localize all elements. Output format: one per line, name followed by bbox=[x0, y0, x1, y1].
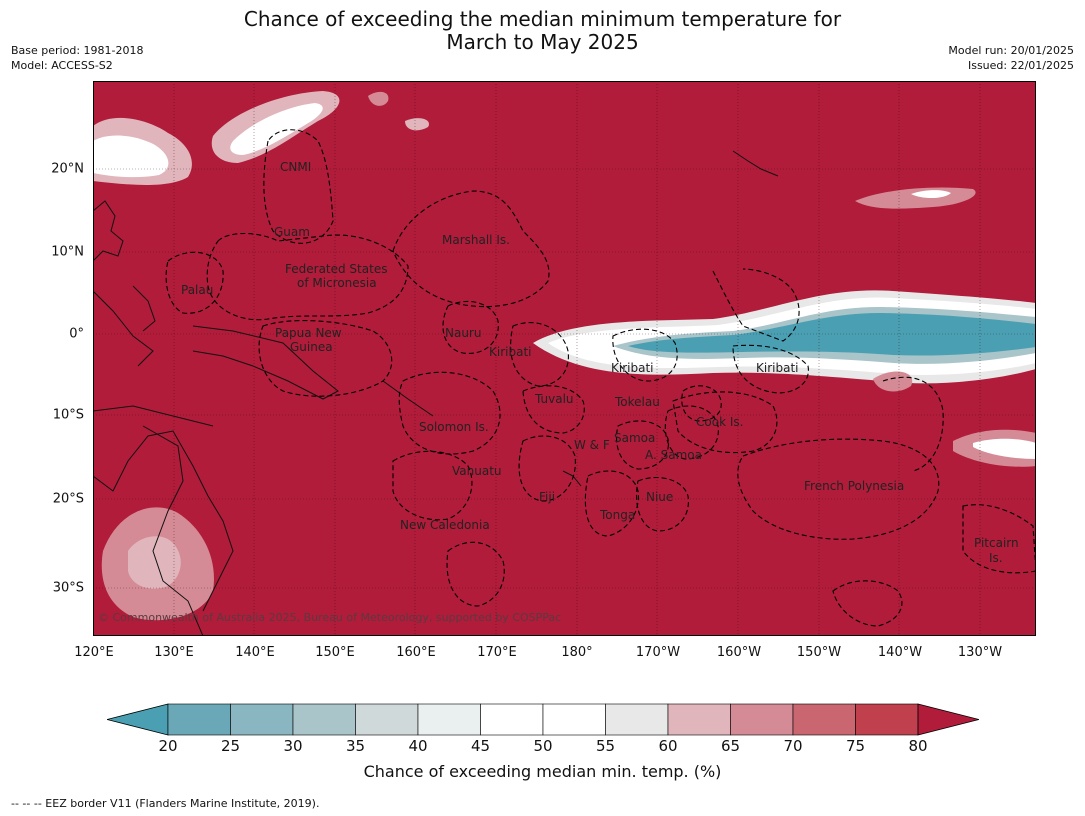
label-asamoa: A. Samoa bbox=[645, 448, 702, 462]
colorbar-tick: 65 bbox=[720, 737, 741, 755]
colorbar-tick: 35 bbox=[345, 737, 366, 755]
meta-right: Model run: 20/01/2025 Issued: 22/01/2025 bbox=[948, 43, 1074, 73]
colorbar-tick: 20 bbox=[158, 737, 178, 755]
label-cnmi: CNMI bbox=[280, 160, 311, 174]
x-tick: 170°E bbox=[477, 645, 517, 660]
y-tick: 20°S bbox=[52, 491, 84, 507]
colorbar-extend-high bbox=[917, 703, 979, 736]
meta-left: Base period: 1981-2018 Model: ACCESS-S2 bbox=[11, 43, 143, 73]
colorbar-segment bbox=[792, 703, 856, 736]
label-kiribati-line: Kiribati bbox=[756, 361, 798, 375]
label-new-caledonia: New Caledonia bbox=[400, 518, 490, 532]
x-tick: 120°E bbox=[74, 645, 114, 660]
x-tick: 160°W bbox=[716, 645, 762, 660]
colorbar-extend-low bbox=[107, 703, 169, 736]
label-fsm-2: of Micronesia bbox=[297, 276, 377, 290]
probability-map: CNMI Guam Marshall Is. Federated States … bbox=[93, 81, 1036, 636]
label-png-1: Papua New bbox=[275, 326, 342, 340]
x-tick: 150°E bbox=[315, 645, 355, 660]
map-frame bbox=[93, 81, 1036, 636]
label-niue: Niue bbox=[646, 490, 673, 504]
label-marshall: Marshall Is. bbox=[442, 233, 510, 247]
x-tick: 160°E bbox=[396, 645, 436, 660]
colorbar-segment bbox=[480, 703, 544, 736]
label-guam: Guam bbox=[274, 225, 310, 239]
model-run: Model run: 20/01/2025 bbox=[948, 44, 1074, 57]
label-kiribati-gilbert: Kiribati bbox=[489, 345, 531, 359]
label-kiribati-phoenix: Kiribati bbox=[611, 361, 653, 375]
graticule bbox=[93, 81, 1036, 636]
x-tick: 140°E bbox=[235, 645, 275, 660]
copyright-notice: © Commonwealth of Australia 2025, Bureau… bbox=[98, 611, 561, 624]
coastlines bbox=[93, 150, 779, 636]
nw-pale-patches bbox=[93, 91, 1036, 467]
x-tick: 170°W bbox=[635, 645, 681, 660]
australia-patch bbox=[101, 507, 214, 621]
colorbar-segment bbox=[292, 703, 356, 736]
colorbar-tick: 50 bbox=[533, 737, 553, 755]
label-pitcairn-2: Is. bbox=[989, 551, 1003, 565]
label-tuvalu: Tuvalu bbox=[534, 392, 574, 406]
eez-borders bbox=[165, 129, 1036, 627]
title-line-1: Chance of exceeding the median minimum t… bbox=[243, 7, 842, 31]
issued-date: Issued: 22/01/2025 bbox=[967, 59, 1074, 72]
label-samoa: Samoa bbox=[614, 431, 655, 445]
colorbar-tick: 45 bbox=[470, 737, 491, 755]
colorbar-tick: 75 bbox=[845, 737, 866, 755]
colorbar-segment bbox=[855, 703, 919, 736]
colorbar-tick: 60 bbox=[658, 737, 678, 755]
colorbar-segment bbox=[355, 703, 419, 736]
x-tick: 180° bbox=[561, 645, 593, 660]
colorbar-segment bbox=[667, 703, 731, 736]
colorbar-tick: 25 bbox=[220, 737, 241, 755]
x-tick: 130°W bbox=[957, 645, 1003, 660]
map-title: Chance of exceeding the median minimum t… bbox=[0, 8, 1085, 54]
y-tick: 30°S bbox=[52, 580, 84, 596]
label-wf: W & F bbox=[574, 438, 610, 452]
colorbar-segment bbox=[542, 703, 606, 736]
y-tick: 0° bbox=[69, 326, 84, 342]
region-labels: CNMI Guam Marshall Is. Federated States … bbox=[181, 160, 1019, 565]
label-tonga: Tonga bbox=[599, 508, 635, 522]
x-tick: 130°E bbox=[154, 645, 194, 660]
title-line-2: March to May 2025 bbox=[446, 30, 639, 54]
label-pitcairn-1: Pitcairn bbox=[974, 536, 1019, 550]
x-tick: 140°W bbox=[877, 645, 923, 660]
colorbar bbox=[107, 703, 979, 736]
colorbar-segment bbox=[730, 703, 794, 736]
model-name: Model: ACCESS-S2 bbox=[11, 59, 113, 72]
x-tick: 150°W bbox=[796, 645, 842, 660]
label-tokelau: Tokelau bbox=[614, 395, 660, 409]
label-french-polynesia: French Polynesia bbox=[804, 479, 904, 493]
label-palau: Palau bbox=[181, 283, 213, 297]
label-fsm-1: Federated States bbox=[285, 262, 387, 276]
colorbar-segment bbox=[167, 703, 231, 736]
label-cook: Cook Is. bbox=[696, 415, 743, 429]
label-png-2: Guinea bbox=[290, 340, 333, 354]
eez-footnote: -- -- -- EEZ border V11 (Flanders Marine… bbox=[11, 797, 320, 810]
colorbar-segment bbox=[230, 703, 294, 736]
y-tick: 10°N bbox=[51, 244, 84, 260]
label-fiji: Fiji bbox=[539, 490, 555, 504]
label-vanuatu: Vanuatu bbox=[452, 464, 502, 478]
label-solomon: Solomon Is. bbox=[419, 420, 489, 434]
colorbar-segment bbox=[605, 703, 669, 736]
colorbar-segment bbox=[417, 703, 481, 736]
colorbar-tick: 55 bbox=[595, 737, 616, 755]
colorbar-label: Chance of exceeding median min. temp. (%… bbox=[363, 762, 722, 781]
y-tick: 10°S bbox=[52, 407, 84, 423]
colorbar-tick: 80 bbox=[908, 737, 928, 755]
colorbar-tick: 70 bbox=[783, 737, 803, 755]
y-tick: 20°N bbox=[51, 161, 84, 177]
colorbar-tick: 30 bbox=[283, 737, 303, 755]
base-period: Base period: 1981-2018 bbox=[11, 44, 144, 57]
colorbar-tick: 40 bbox=[408, 737, 428, 755]
label-nauru: Nauru bbox=[445, 326, 481, 340]
equatorial-cool-band bbox=[533, 290, 1036, 384]
